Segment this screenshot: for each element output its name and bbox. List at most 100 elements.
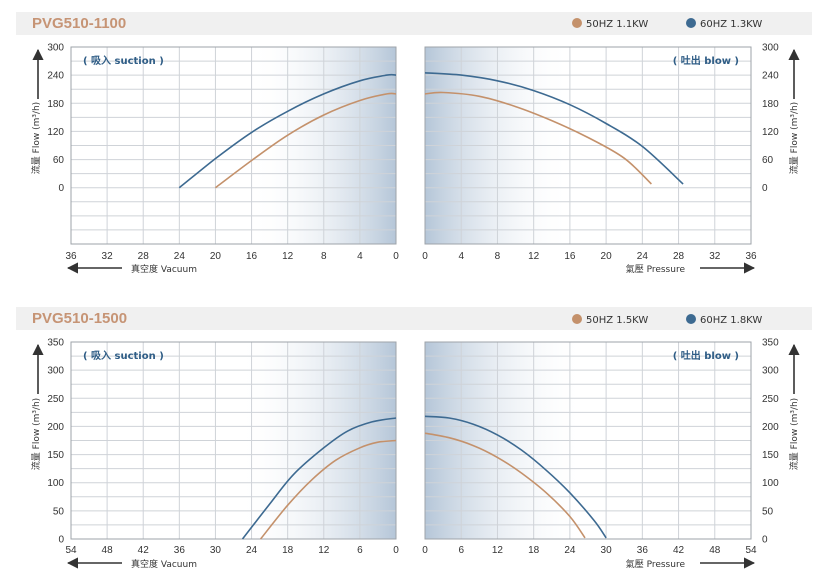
y-tick-label-right: 0 <box>762 183 768 194</box>
x-tick-label: 24 <box>637 251 649 262</box>
x-tick-label: 36 <box>637 545 649 556</box>
y-tick-label-left: 300 <box>47 43 64 54</box>
x-tick-label: 0 <box>422 251 428 262</box>
x-tick-label: 12 <box>492 545 504 556</box>
chart-pvg510-1100: PVG510-1100 50HZ 1.1KW 60HZ 1.3KW 36 32 28 24 2… <box>16 12 812 275</box>
suction-label: ( 吸入 suction ) <box>83 350 164 362</box>
x-tick-label: 12 <box>318 545 330 556</box>
x-tick-label: 8 <box>321 251 327 262</box>
blow-curve-60hz <box>424 72 684 185</box>
y-tick-label-left: 200 <box>47 422 64 433</box>
legend-label: 50HZ 1.1KW <box>586 19 648 30</box>
x-tick-label: 0 <box>393 251 399 262</box>
x-tick-label: 24 <box>174 251 186 262</box>
y-tick-label-left: 250 <box>47 394 64 405</box>
suction-curve-60hz <box>178 73 397 189</box>
x-tick-label: 32 <box>102 251 114 262</box>
x-tick-label: 36 <box>745 251 757 262</box>
blow-panel-frame <box>424 46 752 245</box>
vacuum-label: 真空度 Vacuum <box>131 263 197 275</box>
y-tick-label-right: 0 <box>762 535 768 546</box>
y-tick-label-left: 240 <box>47 71 64 82</box>
legend-swatch <box>572 314 582 324</box>
x-tick-label: 12 <box>528 251 540 262</box>
blow-curve-60hz <box>424 415 607 539</box>
y-tick-label-left: 350 <box>47 338 64 349</box>
y-tick-label-right: 180 <box>762 99 779 110</box>
chart-header-band <box>16 12 812 35</box>
y-tick-label-left: 0 <box>58 183 64 194</box>
x-tick-label: 18 <box>528 545 540 556</box>
legend-label: 60HZ 1.8KW <box>700 315 762 326</box>
x-tick-label: 20 <box>210 251 222 262</box>
y-tick-label-left: 300 <box>47 366 64 377</box>
y-tick-label-left: 0 <box>58 535 64 546</box>
x-tick-label: 16 <box>246 251 258 262</box>
legend-label: 60HZ 1.3KW <box>700 19 762 30</box>
x-tick-label: 8 <box>495 251 501 262</box>
model-title: PVG510-1500 <box>32 310 127 327</box>
x-tick-label: 36 <box>174 545 186 556</box>
x-tick-label: 28 <box>673 251 685 262</box>
x-tick-label: 36 <box>65 251 77 262</box>
y-tick-label-right: 350 <box>762 338 779 349</box>
x-tick-label: 24 <box>564 545 576 556</box>
x-tick-label: 42 <box>673 545 685 556</box>
model-title: PVG510-1100 <box>32 15 126 32</box>
flow-axis-label-left: 流量 Flow (m³/h) <box>30 398 42 470</box>
suction-panel-frame <box>70 46 397 245</box>
y-tick-label-right: 200 <box>762 422 779 433</box>
y-tick-label-right: 150 <box>762 450 779 461</box>
x-tick-label: 42 <box>138 545 150 556</box>
y-tick-label-left: 60 <box>53 155 65 166</box>
x-tick-label: 4 <box>458 251 464 262</box>
blow-curve-50hz <box>424 432 586 539</box>
x-tick-label: 54 <box>745 545 757 556</box>
x-tick-label: 54 <box>65 545 77 556</box>
suction-curve-50hz <box>259 439 397 540</box>
flow-axis-label-right: 流量 Flow (m³/h) <box>788 398 800 470</box>
y-tick-label-right: 300 <box>762 43 779 54</box>
y-tick-label-right: 250 <box>762 394 779 405</box>
legend-swatch <box>686 314 696 324</box>
x-tick-label: 28 <box>138 251 150 262</box>
blow-panel-frame <box>424 341 752 540</box>
pressure-label: 氣壓 Pressure <box>626 558 686 570</box>
x-tick-label: 48 <box>709 545 721 556</box>
y-tick-label-right: 50 <box>762 506 774 517</box>
vacuum-label: 真空度 Vacuum <box>131 558 197 570</box>
x-tick-label: 24 <box>246 545 258 556</box>
chart-pvg510-1500: PVG510-1500 50HZ 1.5KW 60HZ 1.8KW 54 48 42 36 3… <box>16 307 812 570</box>
blow-label: ( 吐出 blow ) <box>673 54 739 67</box>
x-tick-label: 6 <box>458 545 464 556</box>
x-tick-label: 0 <box>393 545 399 556</box>
legend-label: 50HZ 1.5KW <box>586 315 648 326</box>
x-tick-label: 30 <box>601 545 613 556</box>
y-tick-label-left: 100 <box>47 478 64 489</box>
x-tick-label: 48 <box>102 545 114 556</box>
pressure-label: 氣壓 Pressure <box>626 263 686 275</box>
x-tick-label: 18 <box>282 545 294 556</box>
y-tick-label-right: 300 <box>762 366 779 377</box>
flow-axis-label-right: 流量 Flow (m³/h) <box>788 102 800 174</box>
legend-swatch <box>686 18 696 28</box>
x-tick-label: 32 <box>709 251 721 262</box>
x-tick-label: 16 <box>564 251 576 262</box>
x-tick-label: 6 <box>357 545 363 556</box>
x-tick-label: 4 <box>357 251 363 262</box>
y-tick-label-right: 120 <box>762 127 779 138</box>
x-tick-label: 12 <box>282 251 294 262</box>
y-tick-label-left: 180 <box>47 99 64 110</box>
suction-curve-60hz <box>241 417 397 540</box>
x-tick-label: 30 <box>210 545 222 556</box>
y-tick-label-right: 240 <box>762 71 779 82</box>
y-tick-label-left: 150 <box>47 450 64 461</box>
x-tick-label: 0 <box>422 545 428 556</box>
y-tick-label-right: 100 <box>762 478 779 489</box>
suction-curve-50hz <box>214 92 397 189</box>
blow-label: ( 吐出 blow ) <box>673 349 739 362</box>
y-tick-label-left: 50 <box>53 506 65 517</box>
y-tick-label-right: 60 <box>762 155 774 166</box>
